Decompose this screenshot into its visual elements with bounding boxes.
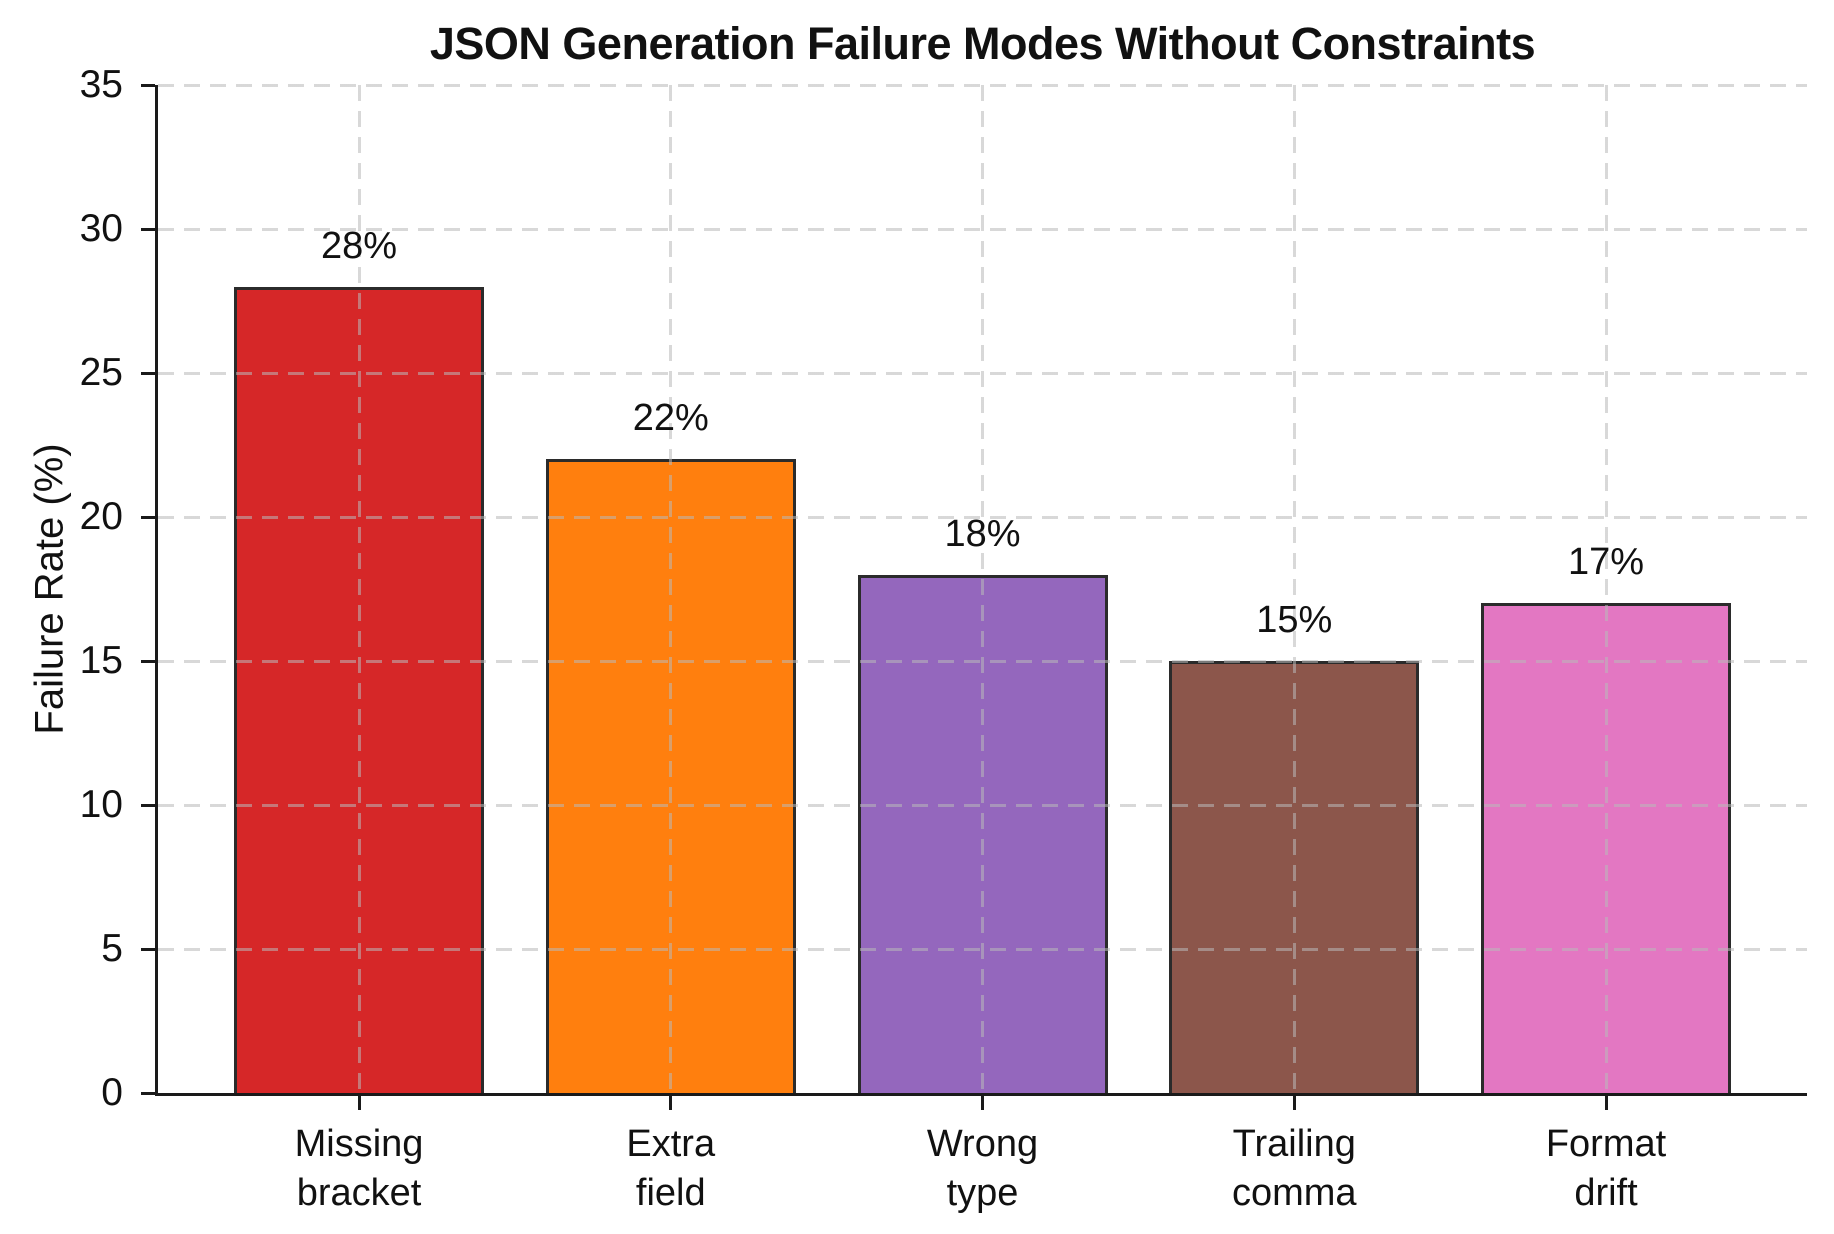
y-tick-label: 25 [79, 351, 123, 394]
y-tick-label: 15 [79, 639, 123, 682]
y-tick-label: 0 [101, 1071, 123, 1114]
plot-area: 28% 22% 18% 15% 17% 0 5 10 15 20 25 30 35 Missing br… [80, 63, 1807, 1214]
x-tick-label: Missing bracket [294, 1123, 424, 1215]
y-axis-spine [155, 85, 158, 1096]
y-axis-tick [141, 83, 155, 87]
x-axis-tick [1604, 1096, 1608, 1110]
vertical-gridline [357, 85, 361, 1093]
x-tick-label: Trailing comma [1231, 1123, 1357, 1215]
x-axis-tick [1292, 1096, 1296, 1110]
y-axis-tick [141, 227, 155, 231]
y-axis-tick [141, 659, 155, 663]
bar-value-label: 22% [632, 397, 709, 440]
y-axis-tick [141, 947, 155, 951]
x-tick-label: Format drift [1545, 1123, 1667, 1215]
x-axis-tick [357, 1096, 361, 1110]
x-axis-tick [981, 1096, 984, 1110]
bar-value-label: 15% [1256, 599, 1333, 641]
vertical-gridline [1604, 85, 1608, 1093]
y-axis-tick [141, 803, 155, 807]
bar-value-label: 17% [1567, 541, 1645, 584]
y-tick-label: 5 [101, 927, 123, 970]
y-tick-label: 30 [79, 207, 123, 250]
y-axis-label: Failure Rate (%) [27, 443, 72, 735]
bar-value-label: 28% [320, 224, 398, 267]
y-axis-tick [141, 371, 155, 375]
x-tick-label: Extra field [626, 1123, 716, 1215]
x-axis-spine [155, 1093, 1807, 1096]
bar-value-label: 18% [944, 512, 1021, 555]
y-tick-label: 10 [79, 783, 123, 826]
y-axis-tick [141, 515, 155, 519]
vertical-gridline [981, 85, 984, 1093]
y-tick-label: 20 [79, 495, 123, 538]
vertical-gridline [669, 85, 673, 1093]
x-tick-label: Wrong type [926, 1123, 1039, 1215]
y-axis-tick [141, 1091, 155, 1095]
chart-title: JSON Generation Failure Modes Without Co… [429, 18, 1536, 69]
vertical-gridline [1292, 85, 1296, 1093]
x-axis-tick [669, 1096, 673, 1110]
y-tick-label: 35 [79, 63, 123, 106]
